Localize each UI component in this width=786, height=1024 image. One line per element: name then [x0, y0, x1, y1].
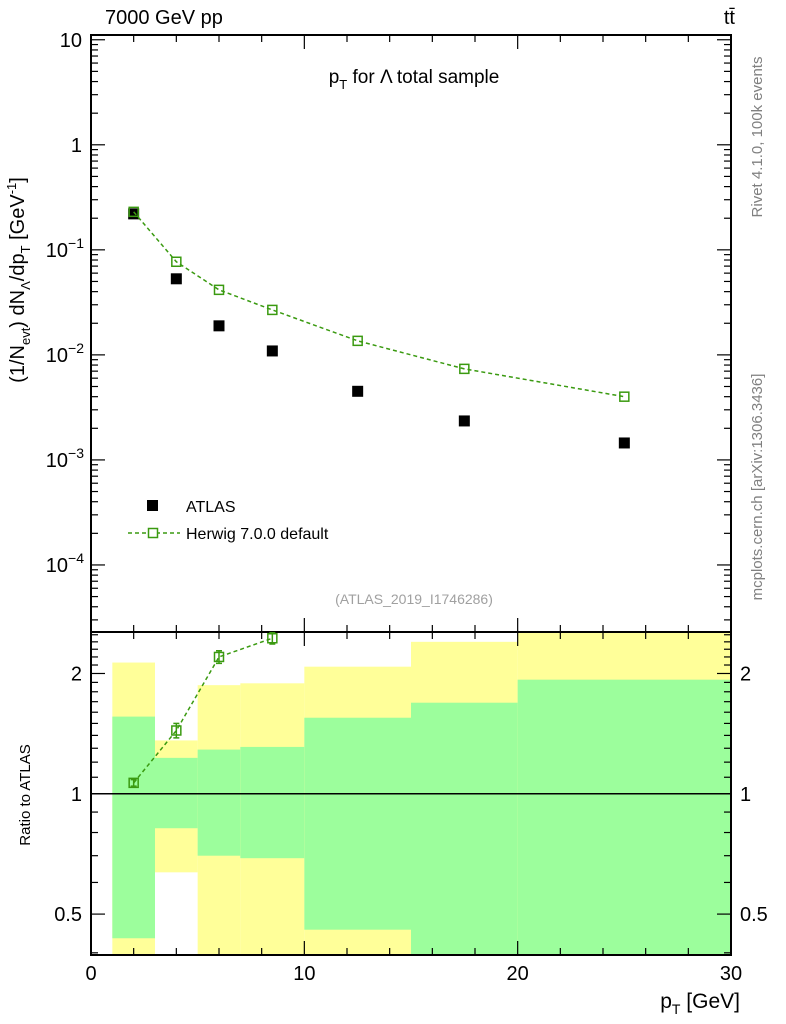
ratio-point [267, 633, 278, 644]
ratio-y-tick-label-right: 0.5 [740, 904, 768, 926]
atlas-data-point [458, 415, 470, 427]
herwig-point [128, 206, 139, 218]
ratio-point [128, 777, 139, 789]
y-tick-label: 10−2 [46, 340, 84, 367]
herwig-point [267, 304, 278, 316]
ratio-bands [112, 632, 731, 955]
herwig-point [459, 363, 470, 375]
y-tick-exponent: −3 [68, 445, 84, 461]
atlas-data-point [213, 320, 225, 332]
ratio-point [171, 725, 182, 736]
atlas-data-point [128, 208, 140, 220]
legend-herwig-label: Herwig 7.0.0 default [186, 526, 329, 543]
atlas-data-point [266, 345, 278, 357]
stat-uncertainty-band [411, 702, 518, 955]
atlas-data-point [170, 273, 182, 285]
herwig-point [619, 391, 630, 402]
y-tick-exponent: −2 [68, 340, 84, 356]
rivet-version: Rivet 4.1.0, 100k events [749, 57, 766, 218]
legend-atlas-label: ATLAS [186, 499, 236, 516]
herwig-line [133, 211, 625, 398]
stat-uncertainty-band [197, 749, 241, 856]
legend-herwig-marker [147, 527, 159, 539]
plot-title: pT for Λ total sample [329, 67, 500, 92]
ratio-y-tick-label: 2 [71, 663, 82, 685]
analysis-watermark: (ATLAS_2019_I1746286) [335, 591, 493, 607]
ratio-y-tick-label: 0.5 [54, 904, 82, 926]
axes: 0 10 20 30 10 1 10−1 10−2 10−3 10−4 2 2 1 1 0.5 0.5 [46, 30, 768, 985]
ratio-y-tick-label-right: 1 [740, 784, 751, 806]
x-axis-label: pT [GeV] [660, 990, 740, 1017]
y-tick-label: 10−4 [46, 550, 84, 577]
x-tick-label: 0 [85, 963, 96, 985]
herwig-point [352, 335, 363, 347]
marks [128, 206, 630, 789]
stat-uncertainty-band [240, 746, 305, 859]
x-axis-label-part: p [660, 990, 672, 1013]
x-tick-label: 20 [507, 963, 529, 985]
y-tick-exponent: −1 [68, 235, 84, 251]
legend-atlas-marker [147, 500, 158, 511]
x-axis-label-part: [GeV] [680, 990, 740, 1013]
ratio-y-tick-label-right: 2 [740, 663, 751, 685]
y-axis-label: (1/Nevt) dNΛ/dpT [GeV-1] [4, 177, 33, 383]
y-tick-label: 1 [71, 135, 82, 157]
x-axis-label-part: T [672, 1001, 681, 1017]
atlas-data-point [352, 385, 364, 397]
y-tick-exponent: −4 [68, 550, 84, 566]
legend: ATLAS Herwig 7.0.0 default [128, 499, 329, 543]
x-tick-label: 30 [720, 963, 742, 985]
y-tick-label: 10 [60, 30, 82, 52]
stat-uncertainty-band [304, 717, 411, 930]
y-tick-label: 10−1 [46, 235, 84, 262]
y-tick-label: 10−3 [46, 445, 84, 472]
mcplots-credit: mcplots.cern.ch [arXiv:1306.3436] [749, 374, 766, 601]
herwig-point [171, 256, 182, 268]
atlas-data-point [618, 437, 630, 449]
herwig-point [213, 284, 225, 296]
header-process: tt̄ [724, 7, 736, 29]
header-energy: 7000 GeV pp [105, 7, 223, 29]
ratio-y-tick-label: 1 [71, 784, 82, 806]
stat-uncertainty-band [112, 716, 155, 939]
ratio-point [213, 651, 225, 663]
ratio-y-label: Ratio to ATLAS [17, 744, 34, 845]
stat-uncertainty-band [517, 679, 731, 955]
x-tick-label: 10 [293, 963, 315, 985]
